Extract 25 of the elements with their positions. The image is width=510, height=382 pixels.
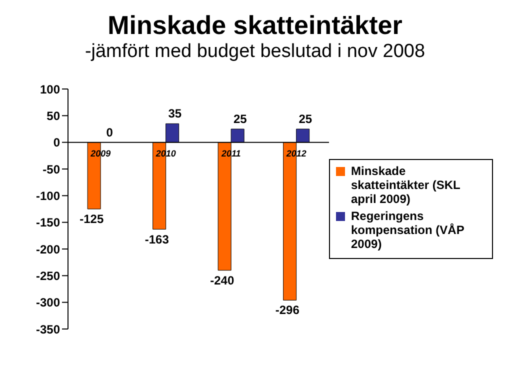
data-label: 25	[233, 112, 248, 126]
legend-label: Minskade skatteintäkter (SKL april 2009)	[351, 164, 462, 206]
y-tick-label: -200	[36, 242, 60, 256]
y-tick-label: 50	[46, 108, 60, 123]
data-label: -240	[210, 273, 234, 288]
y-tick-label: 100	[40, 82, 60, 96]
y-tick-label: -50	[42, 162, 60, 176]
y-tick-label: -250	[36, 268, 60, 283]
data-label: 0	[106, 125, 114, 140]
y-tick-label: 0	[53, 136, 60, 150]
data-label: 25	[298, 112, 312, 126]
data-label: -125	[80, 212, 104, 226]
y-tick-label: -100	[36, 188, 60, 203]
y-tick-label: -300	[36, 296, 60, 310]
x-tick-label: 2012	[285, 148, 306, 158]
y-tick-label: -150	[36, 216, 60, 230]
x-tick-label: 2010	[154, 148, 176, 158]
legend-label: Regeringens kompensation (VÅP 2009)	[351, 209, 466, 251]
data-label: -163	[144, 232, 170, 246]
chart-title: Minskade skatteintäkter	[106, 10, 404, 41]
x-tick-label: 2009	[90, 148, 111, 158]
data-label: 35	[168, 106, 182, 121]
y-tick-label: -350	[36, 322, 60, 336]
data-label: -296	[275, 303, 300, 318]
chart-subtitle: -jämfört med budget beslutad i nov 2008	[84, 41, 426, 63]
